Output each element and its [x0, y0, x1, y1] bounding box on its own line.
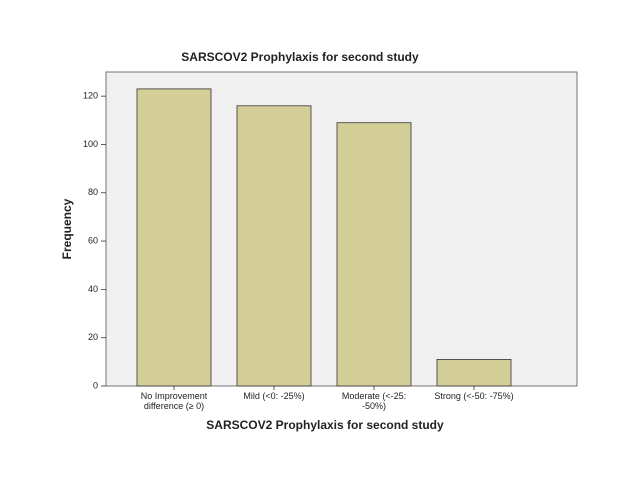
y-tick-label: 0: [93, 380, 98, 390]
bar: [336, 122, 412, 387]
y-tick-label: 100: [83, 139, 98, 149]
bar: [436, 359, 512, 387]
x-tick-text: No Improvement difference (≥ 0): [140, 391, 208, 411]
x-tick-text: Mild (<0: -25%): [243, 391, 305, 401]
y-tick-label: 120: [83, 91, 98, 101]
x-axis-title: SARSCOV2 Prophylaxis for second study: [206, 418, 444, 432]
x-tick-text: Strong (<-50: -75%): [434, 391, 514, 401]
x-tick-label: Strong (<-50: -75%): [434, 391, 514, 401]
bar: [236, 105, 312, 387]
x-tick-label: No Improvement difference (≥ 0): [140, 391, 208, 411]
y-tick-label: 40: [88, 284, 98, 294]
y-tick-label: 80: [88, 187, 98, 197]
x-tick-label: Mild (<0: -25%): [243, 391, 305, 401]
x-tick-label: Moderate (<-25: -50%): [341, 391, 407, 411]
y-tick-label: 60: [88, 235, 98, 245]
y-tick-label: 20: [88, 332, 98, 342]
x-tick-text: Moderate (<-25: -50%): [341, 391, 407, 411]
bar: [136, 88, 212, 387]
chart-title: SARSCOV2 Prophylaxis for second study: [181, 50, 419, 64]
y-axis-title: Frequency: [60, 198, 74, 259]
